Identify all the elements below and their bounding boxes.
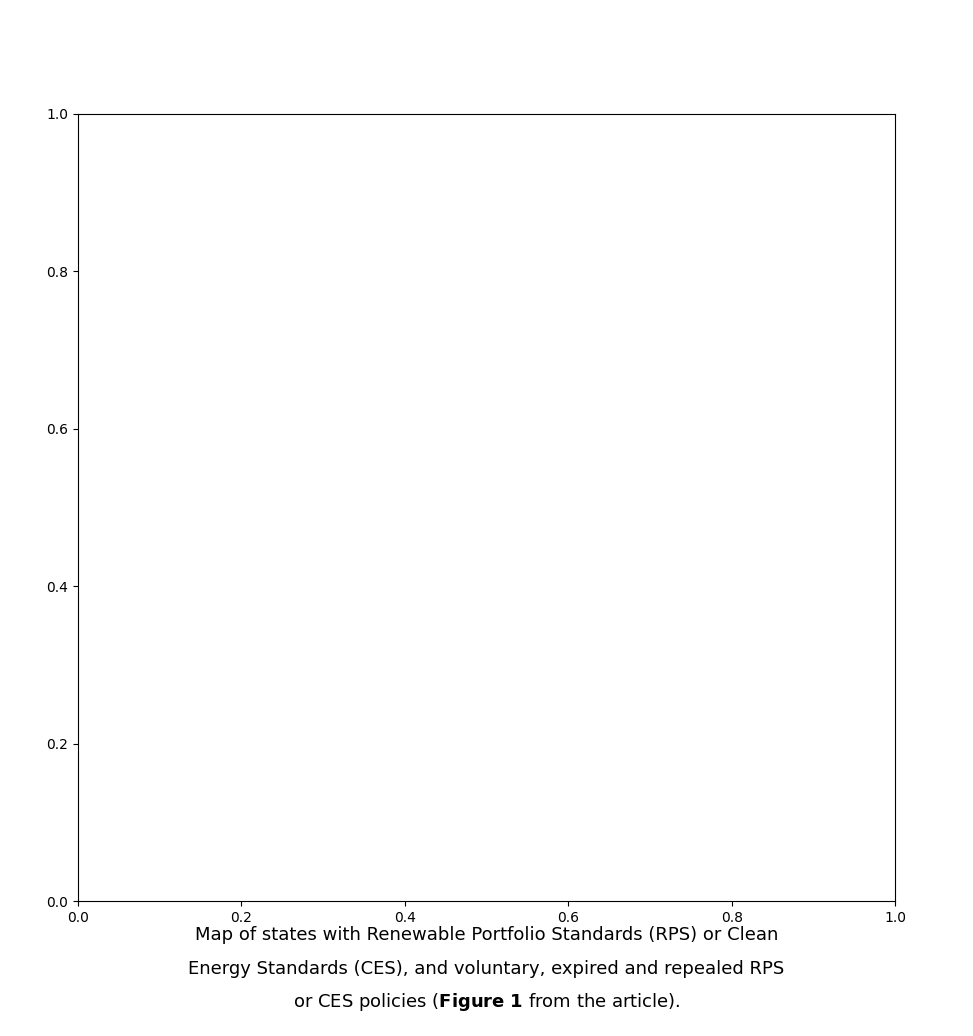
Text: Map of states with Renewable Portfolio Standards (RPS) or Clean: Map of states with Renewable Portfolio S… bbox=[195, 926, 778, 944]
Text: or CES policies ($\bf{Figure\ 1}$ from the article).: or CES policies ($\bf{Figure\ 1}$ from t… bbox=[293, 991, 680, 1013]
Text: Energy Standards (CES), and voluntary, expired and repealed RPS: Energy Standards (CES), and voluntary, e… bbox=[189, 959, 784, 978]
Text: Electric Utility Plans in the United States: Electric Utility Plans in the United Sta… bbox=[165, 53, 808, 82]
